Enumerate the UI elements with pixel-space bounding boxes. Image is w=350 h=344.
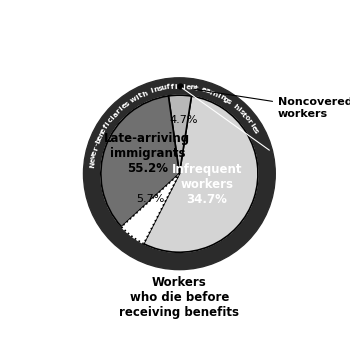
- Wedge shape: [144, 96, 258, 252]
- Text: i: i: [175, 84, 177, 89]
- Text: n: n: [98, 130, 106, 138]
- Text: v: v: [90, 154, 97, 160]
- Text: h: h: [231, 103, 239, 111]
- Text: e: e: [100, 127, 107, 134]
- Text: i: i: [216, 93, 221, 99]
- Text: Late-arriving
immigrants
55.2%: Late-arriving immigrants 55.2%: [104, 132, 190, 175]
- Text: i: i: [135, 94, 140, 100]
- Text: r: r: [209, 89, 214, 96]
- Text: e: e: [201, 86, 207, 94]
- Text: i: i: [118, 106, 124, 112]
- Text: c: c: [178, 84, 182, 89]
- Text: t: t: [138, 92, 144, 99]
- Text: h: h: [141, 90, 148, 97]
- Text: Noncovered
workers: Noncovered workers: [194, 89, 350, 119]
- Text: e: e: [120, 102, 128, 110]
- Text: i: i: [150, 87, 154, 94]
- Text: t: t: [240, 112, 247, 118]
- Text: u: u: [161, 84, 167, 91]
- Text: i: i: [105, 121, 111, 127]
- Text: e: e: [91, 150, 98, 156]
- Text: 4.7%: 4.7%: [169, 115, 198, 125]
- Circle shape: [101, 95, 258, 252]
- Text: a: a: [204, 87, 211, 95]
- Text: s: s: [157, 85, 163, 92]
- Text: r: r: [92, 146, 99, 151]
- Text: 5.7%: 5.7%: [136, 194, 165, 204]
- Text: n: n: [211, 90, 219, 98]
- Text: o: o: [243, 114, 251, 122]
- Text: r: r: [115, 108, 122, 115]
- Text: s: s: [124, 100, 131, 107]
- Text: f: f: [102, 124, 109, 130]
- Text: c: c: [107, 117, 114, 124]
- Text: 94.5%: 94.5%: [271, 136, 293, 171]
- Text: s: s: [225, 98, 232, 106]
- Text: N: N: [89, 161, 96, 168]
- Text: r: r: [246, 118, 253, 125]
- Text: f: f: [170, 84, 174, 90]
- Text: n: n: [218, 94, 226, 101]
- Text: -: -: [94, 143, 100, 148]
- Text: Workers
who die before
receiving benefits: Workers who die before receiving benefit…: [119, 276, 239, 319]
- Text: n: n: [189, 84, 195, 91]
- Text: s: s: [252, 128, 259, 135]
- Text: e: e: [90, 158, 97, 163]
- Text: i: i: [248, 122, 255, 127]
- Text: i: i: [182, 84, 186, 90]
- Text: Infrequent
workers
34.7%: Infrequent workers 34.7%: [172, 163, 242, 206]
- Text: s: s: [238, 109, 245, 116]
- Text: e: e: [96, 134, 104, 141]
- Text: t: t: [194, 85, 198, 92]
- Text: b: b: [94, 138, 102, 145]
- Text: i: i: [235, 106, 241, 112]
- Text: a: a: [112, 110, 119, 118]
- Text: f: f: [166, 84, 170, 90]
- Wedge shape: [121, 174, 179, 244]
- Text: e: e: [250, 124, 258, 132]
- Text: i: i: [110, 115, 116, 120]
- Wedge shape: [101, 96, 179, 227]
- Text: w: w: [130, 95, 139, 104]
- Text: n: n: [153, 86, 160, 93]
- Text: g: g: [222, 96, 230, 104]
- Circle shape: [83, 78, 275, 270]
- Text: e: e: [185, 84, 191, 90]
- Wedge shape: [168, 95, 191, 174]
